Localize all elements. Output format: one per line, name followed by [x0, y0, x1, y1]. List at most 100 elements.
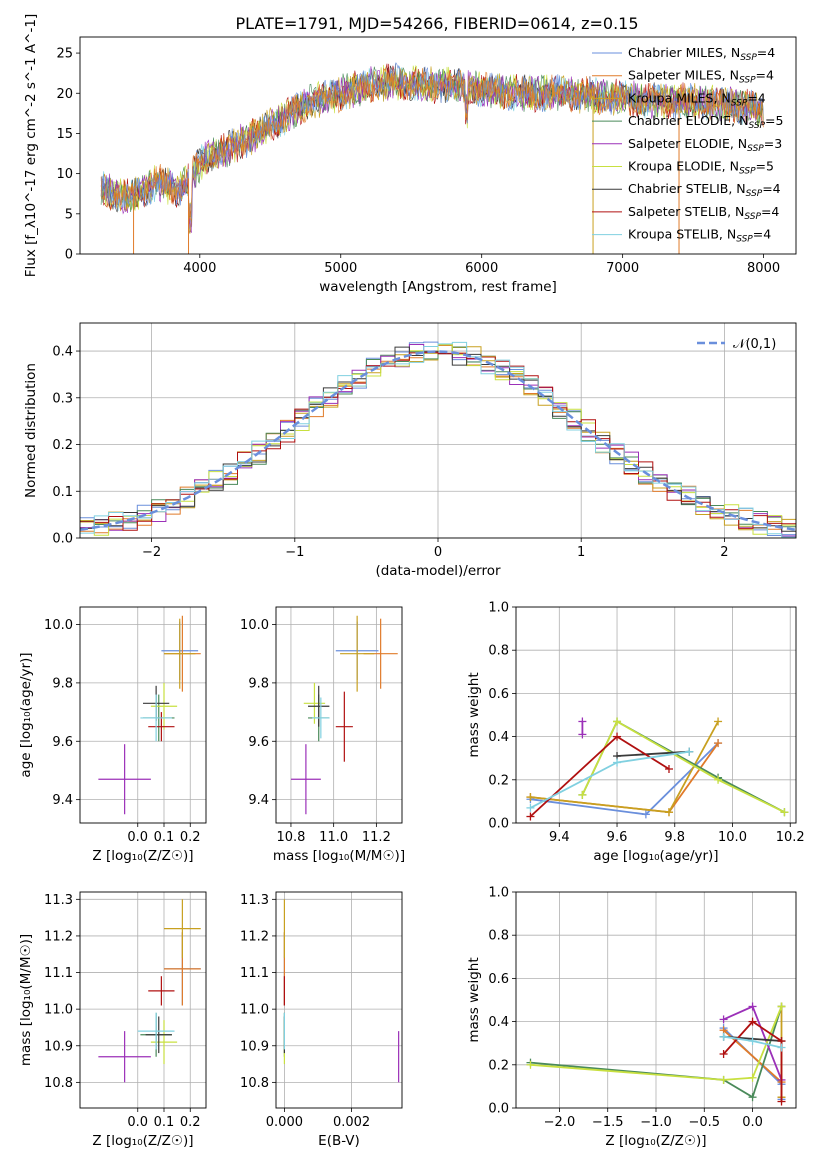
panel-residual-histogram: −2 −1 0 1 2 0.0 0.1 0.2 0.3 0.4 (data-model)/error…	[23, 322, 797, 579]
legend-label: Chabrier MILES, NSSP=4	[628, 45, 775, 63]
y-tick-label: 11.2	[44, 929, 73, 944]
y-axis-label: mass weight	[466, 957, 482, 1042]
data	[98, 615, 201, 815]
series-line	[530, 721, 719, 814]
grid	[80, 892, 206, 1108]
x-tick-label: 10.2	[776, 830, 805, 845]
y-tick-label: 20	[56, 87, 73, 102]
y-tick-label: 11.1	[240, 966, 269, 981]
y-axis-label: mass [log₁₀(M/M☉)]	[18, 934, 34, 1066]
y-tick-label: 11.0	[240, 1003, 269, 1018]
x-tick-label: 1	[577, 545, 585, 560]
y-axis-label: Normed distribution	[23, 363, 39, 498]
x-tick-label: 0.1	[154, 830, 175, 845]
y-tick-label: 9.6	[52, 735, 73, 750]
data	[100, 62, 764, 254]
x-axis-label: Z [log₁₀(Z/Z☉)]	[605, 1133, 706, 1149]
grid	[516, 892, 796, 1108]
y-tick-label: 5	[65, 207, 73, 222]
y-tick-label: 1.0	[488, 886, 509, 901]
y-tick-label: 11.1	[44, 966, 73, 981]
plot-area	[276, 607, 402, 823]
x-tick-label: 0.0	[127, 830, 148, 845]
histogram-step	[80, 341, 796, 538]
data	[80, 341, 796, 538]
x-axis-label: age [log₁₀(age/yr)]	[593, 848, 718, 864]
legend: Chabrier MILES, NSSP=4 Salpeter MILES, NS…	[592, 45, 783, 245]
x-tick-label: 9.8	[664, 830, 685, 845]
plot-area	[80, 607, 206, 823]
y-axis-label: Flux [f_λ10^-17 erg cm^-2 s^-1 A^-1]	[23, 14, 39, 277]
x-tick-label: 9.4	[549, 830, 570, 845]
y-axis-label: mass weight	[466, 672, 482, 757]
x-tick-label: 7000	[606, 261, 639, 276]
legend-label: Salpeter ELODIE, NSSP=3	[628, 136, 782, 154]
legend-label: Chabrier ELODIE, NSSP=5	[628, 113, 783, 131]
y-tick-label: 15	[56, 127, 73, 142]
y-tick-label: 9.4	[52, 793, 73, 808]
x-tick-label: 0	[434, 545, 442, 560]
y-tick-label: 0.3	[52, 391, 73, 406]
y-tick-label: 9.6	[248, 735, 269, 750]
normal-curve	[80, 350, 796, 532]
legend-label: Kroupa STELIB, NSSP=4	[628, 227, 771, 245]
x-axis-label: (data-model)/error	[375, 563, 501, 579]
y-tick-label: 0.6	[488, 972, 509, 987]
legend-label: Kroupa MILES, NSSP=4	[628, 90, 766, 108]
y-tick-label: 10.8	[240, 1076, 269, 1091]
x-tick-label: −2	[142, 545, 161, 560]
y-tick-label: 0.4	[488, 1015, 509, 1030]
y-tick-label: 0.6	[488, 687, 509, 702]
x-tick-label: 0.000	[266, 1115, 303, 1130]
x-tick-label: −1.0	[640, 1115, 672, 1130]
axes-frame	[515, 891, 797, 1109]
y-tick-label: 10.9	[44, 1039, 73, 1054]
legend-label: 𝒩(0,1)	[733, 337, 776, 352]
y-tick-label: 0.0	[488, 1102, 509, 1117]
series-line	[530, 1006, 783, 1081]
axes-frame	[515, 606, 797, 824]
x-axis-label: Z [log₁₀(Z/Z☉)]	[92, 1133, 193, 1149]
x-tick-label: −1	[285, 545, 304, 560]
x-axis-label: E(B-V)	[318, 1133, 360, 1149]
x-tick-label: 5000	[324, 261, 357, 276]
spectrum-line	[100, 68, 764, 224]
x-tick-label: 0.002	[333, 1115, 370, 1130]
legend-label: Salpeter STELIB, NSSP=4	[628, 204, 779, 222]
data	[526, 717, 789, 821]
panel-age-vs-z: 0.0 0.1 0.2 9.4 9.6 9.8 10.0 Z [log₁₀(Z/Z☉)] age…	[18, 606, 207, 864]
x-tick-label: 9.6	[607, 830, 628, 845]
y-tick-label: 9.4	[248, 793, 269, 808]
y-tick-label: 25	[56, 47, 73, 62]
x-tick-label: −1.5	[592, 1115, 624, 1130]
legend-label: Chabrier STELIB, NSSP=4	[628, 181, 781, 199]
grid	[276, 892, 402, 1108]
y-tick-label: 11.2	[240, 929, 269, 944]
axes-frame	[79, 322, 797, 539]
x-tick-label: 0.1	[154, 1115, 175, 1130]
y-axis-label: age [log₁₀(age/yr)]	[18, 652, 34, 777]
series-line	[581, 720, 785, 813]
y-tick-label: 0.2	[52, 438, 73, 453]
x-axis-label: wavelength [Angstrom, rest frame]	[319, 279, 557, 295]
histogram-step	[80, 352, 796, 531]
y-tick-label: 10.0	[240, 618, 269, 633]
y-tick-label: 10.9	[240, 1039, 269, 1054]
y-tick-label: 0.4	[488, 730, 509, 745]
x-tick-label: 10.8	[276, 830, 305, 845]
y-tick-label: 11.3	[44, 893, 73, 908]
x-tick-label: −2.0	[544, 1115, 576, 1130]
plot-area	[80, 323, 796, 538]
data	[290, 615, 398, 815]
panel-age-vs-mass: 10.8 11.0 11.2 9.4 9.6 9.8 10.0 mass [log₁₀(M/M…	[240, 606, 405, 864]
axes-frame	[79, 36, 797, 255]
series-line	[581, 720, 785, 814]
data	[526, 1002, 786, 1106]
x-tick-label: 2	[720, 545, 728, 560]
y-tick-label: 10.0	[44, 618, 73, 633]
x-axis-label: Z [log₁₀(Z/Z☉)]	[92, 848, 193, 864]
data	[98, 899, 201, 1083]
x-tick-label: 10.0	[718, 830, 747, 845]
plot-area	[516, 607, 796, 823]
